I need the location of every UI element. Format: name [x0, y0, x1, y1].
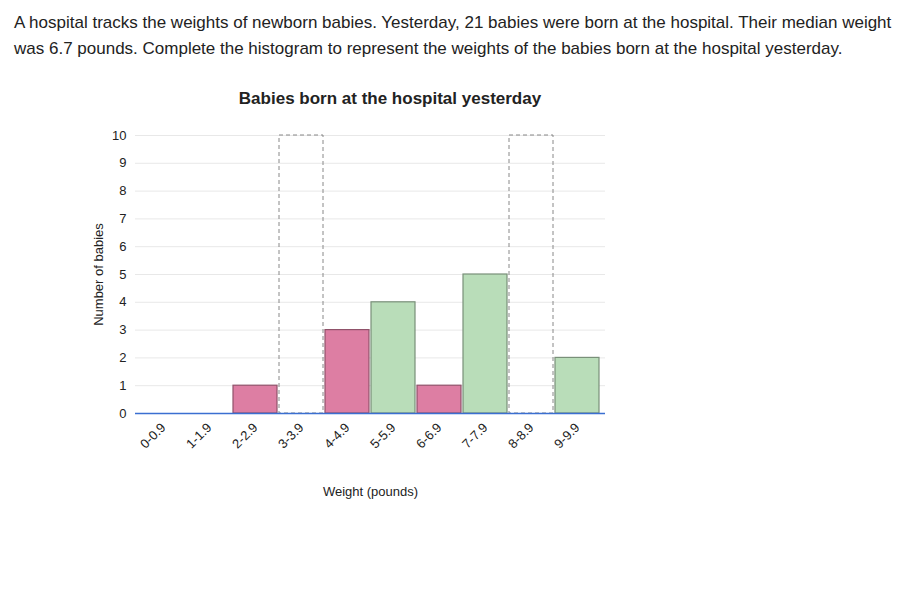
- svg-text:7: 7: [119, 211, 126, 226]
- svg-text:2-2.9: 2-2.9: [229, 420, 261, 452]
- svg-text:1: 1: [119, 378, 126, 393]
- svg-text:7-7.9: 7-7.9: [459, 420, 491, 452]
- svg-text:0: 0: [119, 406, 126, 421]
- svg-text:Number of babies: Number of babies: [91, 223, 106, 326]
- svg-text:8-8.9: 8-8.9: [505, 420, 537, 452]
- svg-text:3-3.9: 3-3.9: [275, 420, 307, 452]
- svg-text:8: 8: [119, 183, 126, 198]
- svg-text:5-5.9: 5-5.9: [367, 420, 399, 452]
- svg-text:0-0.9: 0-0.9: [137, 420, 169, 452]
- svg-text:Weight (pounds): Weight (pounds): [323, 484, 418, 499]
- svg-text:10: 10: [112, 128, 126, 143]
- svg-text:4: 4: [119, 294, 126, 309]
- svg-text:9-9.9: 9-9.9: [551, 420, 583, 452]
- svg-text:6: 6: [119, 239, 126, 254]
- svg-text:2: 2: [119, 350, 126, 365]
- svg-text:3: 3: [119, 322, 126, 337]
- html-text:A hospital tracks the weights: A hospital tracks the weights of newborn…: [14, 13, 892, 58]
- html-text:Babies born at the hospital ye: Babies born at the hospital yesterday: [238, 89, 542, 108]
- svg-text:9: 9: [119, 155, 126, 170]
- svg-text:4-4.9: 4-4.9: [321, 420, 353, 452]
- svg-text:6-6.9: 6-6.9: [413, 420, 445, 452]
- svg-text:1-1.9: 1-1.9: [183, 420, 215, 452]
- svg-text:5: 5: [119, 267, 126, 282]
